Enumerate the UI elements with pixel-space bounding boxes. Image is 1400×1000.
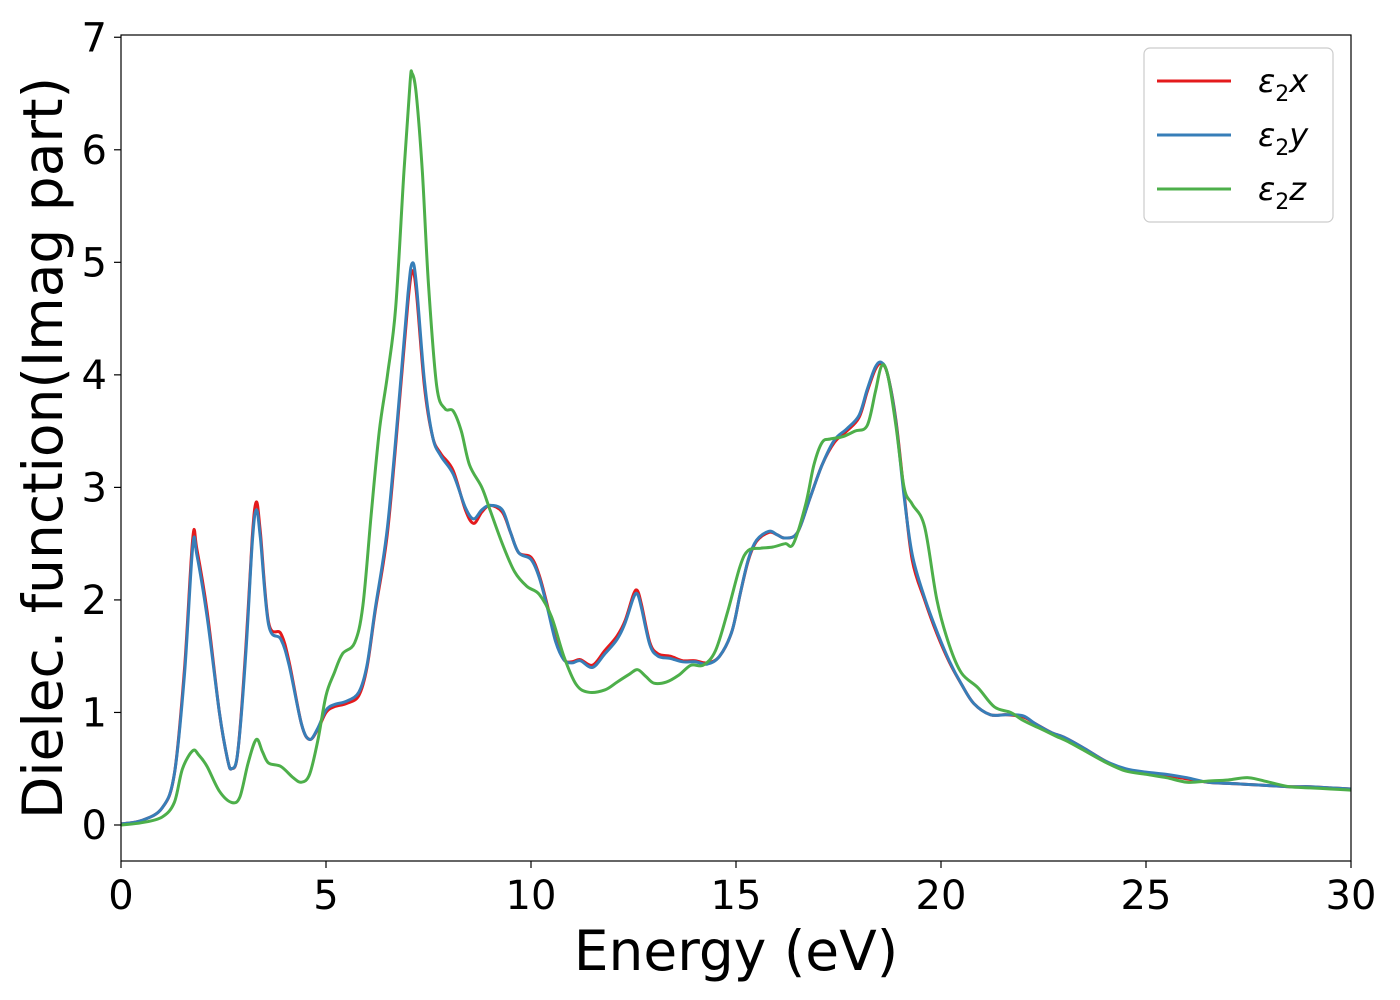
x-tick-label: 20 [916,873,967,919]
legend-entry: ε2z [1157,170,1307,215]
series-line-1 [121,269,1351,826]
x-tick-label: 25 [1121,873,1172,919]
legend-label: ε2z [1258,170,1307,215]
x-axis-ticks: 0 5 10 15 20 25 30 [108,861,1376,919]
x-tick-label: 15 [711,873,762,919]
x-tick-label: 10 [506,873,557,919]
x-axis-title: Energy (eV) [574,919,898,983]
y-tick-label: 5 [82,240,107,286]
y-tick-label: 7 [82,15,107,61]
y-tick-label: 3 [82,465,107,511]
legend-entry: ε2x [1157,62,1309,107]
x-tick-label: 0 [108,873,133,919]
legend: ε2x ε2y ε2z [1143,47,1334,223]
y-tick-label: 2 [82,578,107,624]
legend-entry: ε2y [1157,116,1309,161]
legend-label: ε2y [1258,116,1309,161]
series-line-3 [121,69,1351,827]
legend-label: ε2x [1258,62,1309,107]
y-tick-label: 1 [82,690,107,736]
x-tick-label: 30 [1326,873,1377,919]
legend-box [1143,47,1334,223]
y-axis-ticks: 0 1 2 3 4 5 6 7 [82,15,121,849]
y-tick-label: 4 [82,353,107,399]
y-tick-label: 6 [82,128,107,174]
x-tick-label: 5 [313,873,338,919]
series-line-2 [121,261,1351,826]
y-tick-label: 0 [82,803,107,849]
y-axis-title: Dielec. function(Imag part) [11,77,75,819]
plot-lines [121,69,1351,827]
